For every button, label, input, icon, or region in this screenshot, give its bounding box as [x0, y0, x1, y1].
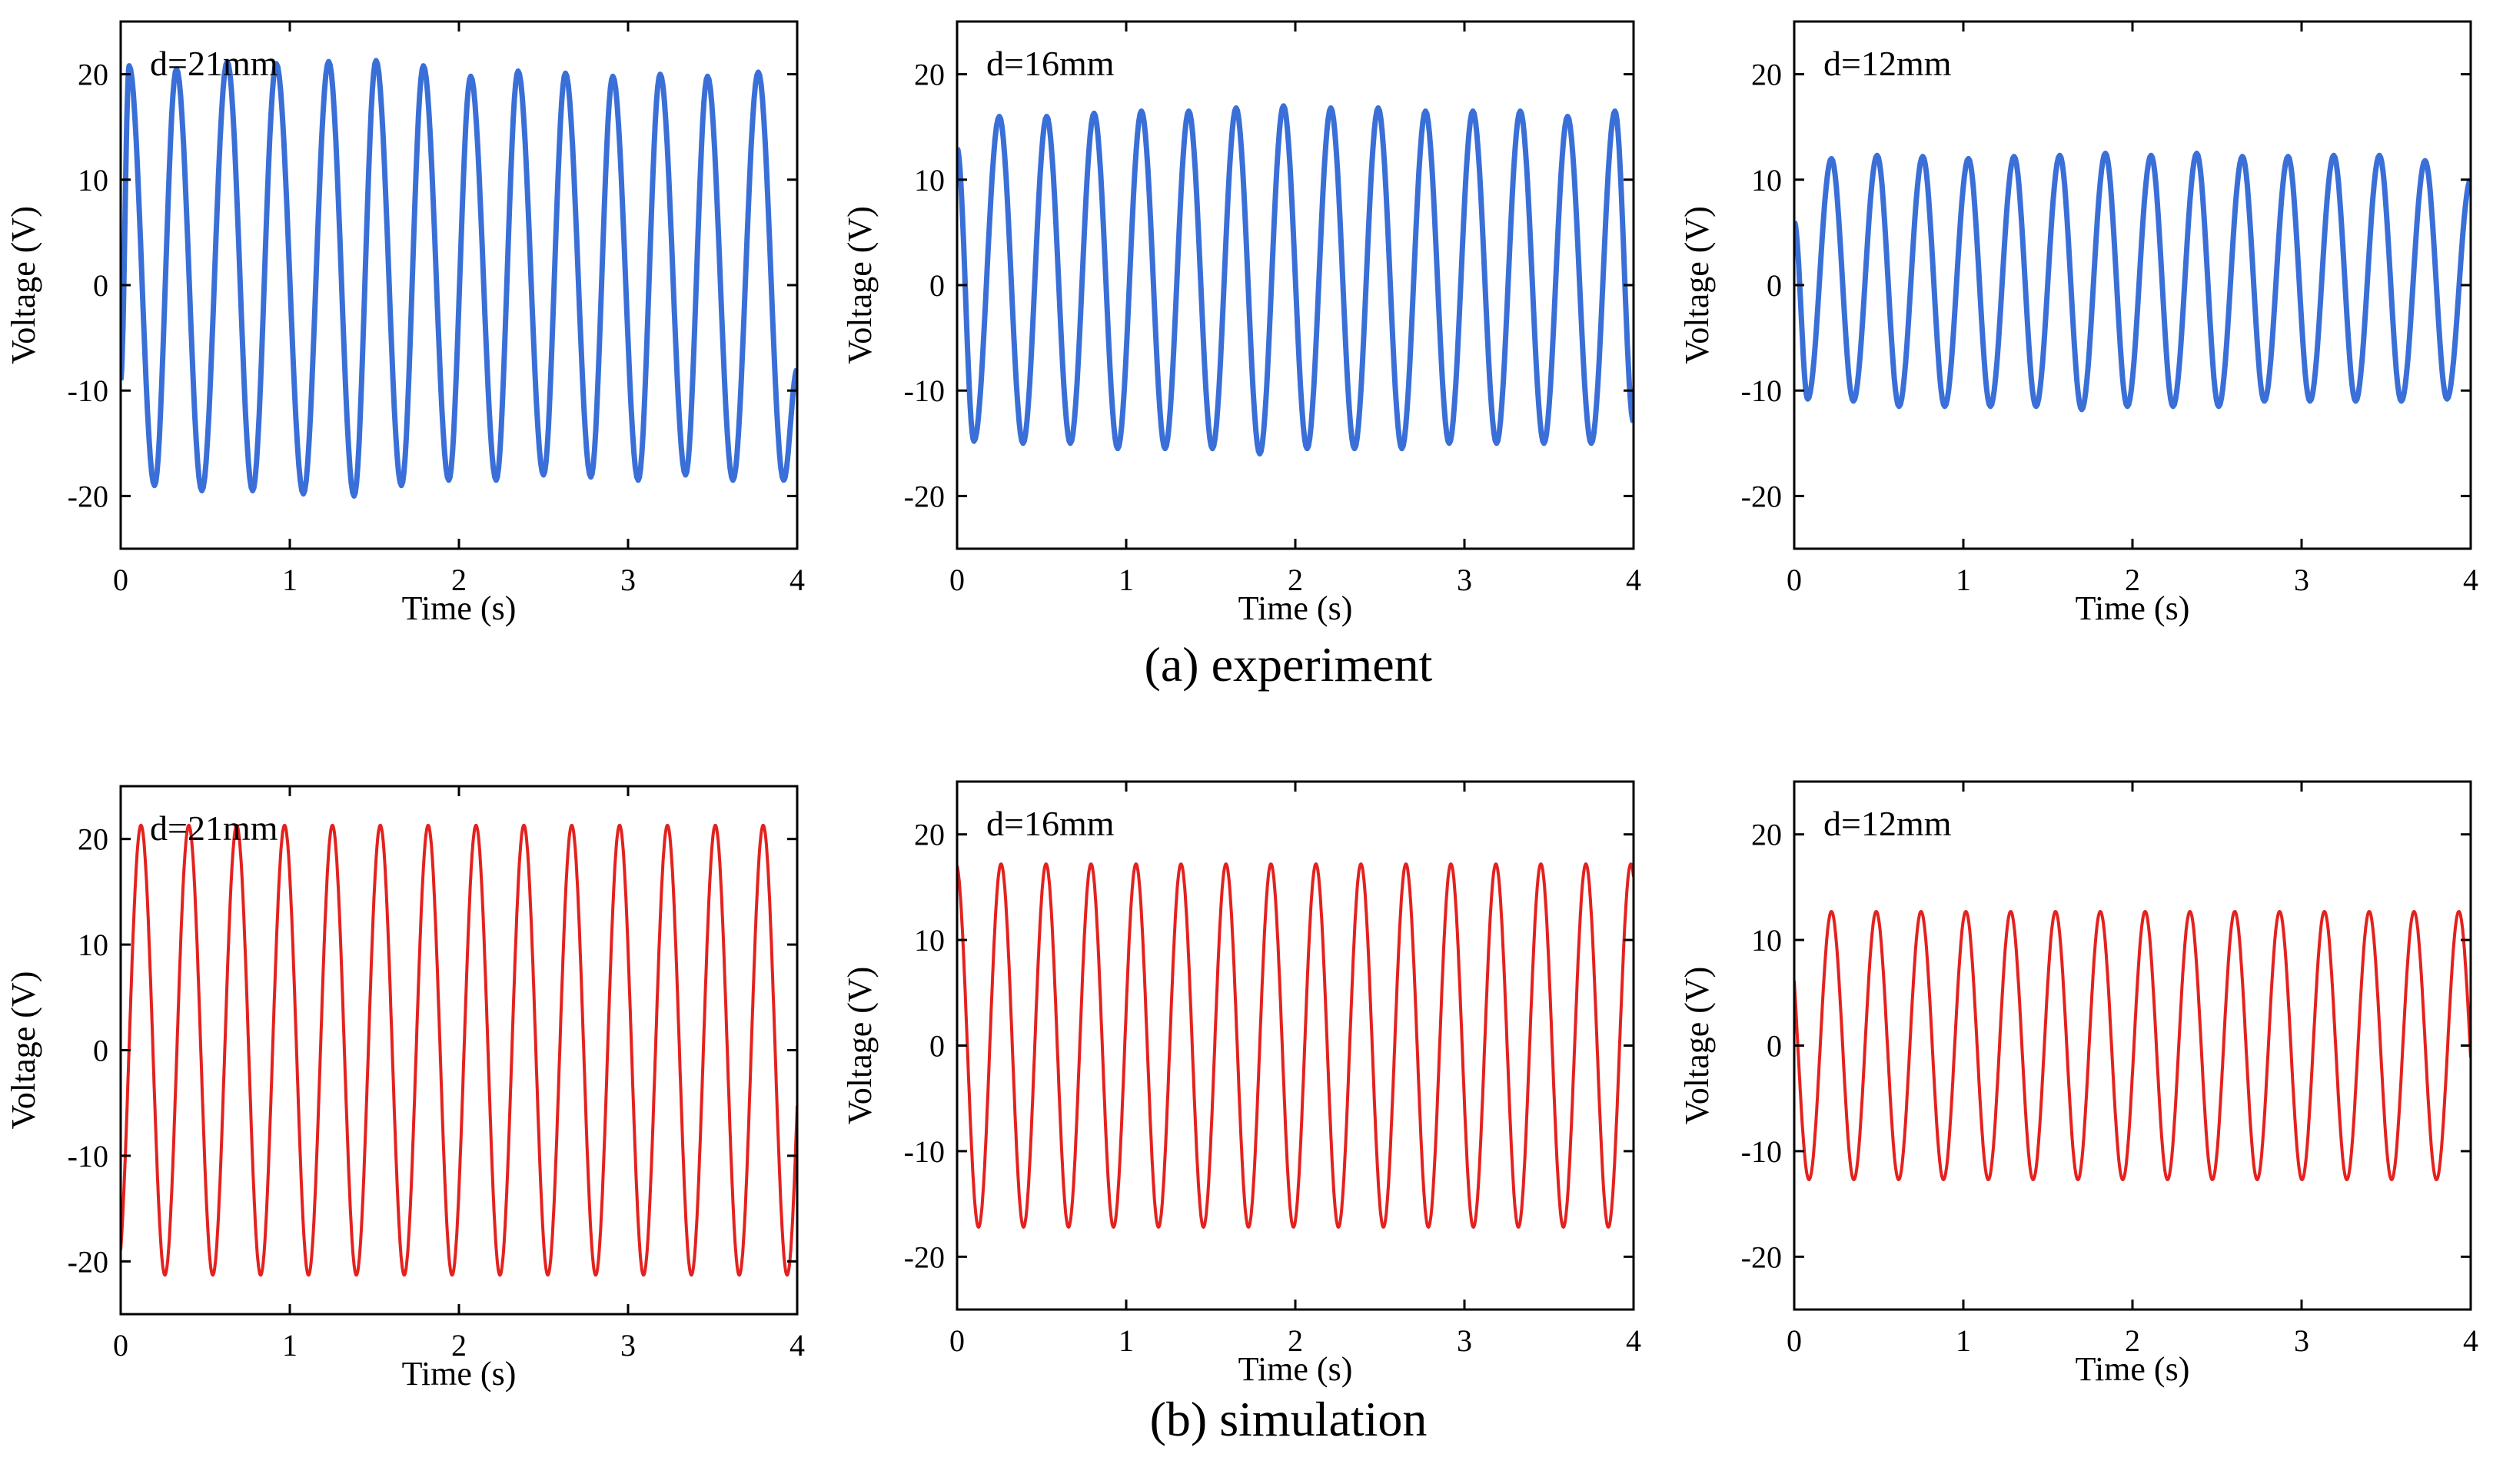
y-tick-label: 0 — [1767, 268, 1782, 303]
chart-panel-2: -20 -10 0 10 20 0 1 2 3 4 Time (s) Voltage (V) d=16m… — [841, 20, 1641, 627]
y-tick-label: 10 — [78, 928, 108, 962]
y-tick-label: -20 — [68, 1244, 108, 1279]
x-tick-label: 1 — [1119, 1323, 1134, 1358]
x-tick-label: 3 — [620, 1328, 636, 1363]
y-tick-label: 10 — [1751, 923, 1782, 958]
chart-panel-4: -20 -10 0 10 20 0 1 2 3 4 Time (s) Voltage (V) d=21m… — [5, 785, 805, 1393]
chart-panel-6: -20 -10 0 10 20 0 1 2 3 4 Time (s) Voltage (V) d=12m… — [1678, 780, 2478, 1388]
x-tick-label: 3 — [2294, 1323, 2309, 1358]
y-axis-title: Voltage (V) — [841, 206, 879, 364]
distance-annotation: d=16mm — [986, 804, 1115, 843]
x-tick-label: 1 — [1119, 563, 1134, 597]
y-axis-title: Voltage (V) — [1678, 206, 1716, 364]
x-tick-label: 3 — [2294, 563, 2309, 597]
x-tick-label: 3 — [620, 563, 636, 597]
y-tick-label: 0 — [929, 1029, 945, 1064]
y-tick-label: 0 — [93, 1034, 108, 1068]
x-axis-title: Time (s) — [402, 1355, 517, 1393]
y-tick-label: -20 — [1741, 479, 1782, 513]
series-line-experiment — [957, 103, 1634, 456]
y-tick-label: 10 — [1751, 163, 1782, 198]
x-axis-title: Time (s) — [2076, 589, 2190, 627]
distance-annotation: d=21mm — [150, 44, 278, 83]
chart-panel-3: -20 -10 0 10 20 0 1 2 3 4 Time (s) Voltage (V) d=12m… — [1678, 20, 2478, 627]
y-axis-title: Voltage (V) — [1678, 967, 1716, 1125]
x-tick-label: 0 — [949, 1323, 965, 1358]
y-tick-label: -10 — [1741, 1134, 1782, 1169]
distance-annotation: d=16mm — [986, 44, 1115, 83]
y-tick-label: -20 — [1741, 1240, 1782, 1274]
y-tick-label: -20 — [904, 1240, 945, 1274]
y-tick-label: 0 — [1767, 1029, 1782, 1064]
x-tick-label: 1 — [1956, 563, 1971, 597]
caption-simulation: (b) simulation — [1150, 1392, 1428, 1446]
y-tick-label: 20 — [914, 58, 945, 92]
y-tick-label: 20 — [1751, 58, 1782, 92]
x-axis-title: Time (s) — [1238, 589, 1353, 627]
x-tick-label: 2 — [451, 1328, 467, 1363]
y-tick-label: 0 — [93, 268, 108, 303]
x-tick-label: 4 — [1626, 1323, 1641, 1358]
x-tick-label: 4 — [789, 1328, 805, 1363]
x-tick-label: 0 — [949, 563, 965, 597]
y-axis-title: Voltage (V) — [5, 971, 42, 1130]
series-line-experiment — [121, 58, 797, 499]
x-tick-label: 0 — [113, 1328, 128, 1363]
x-tick-label: 3 — [1457, 563, 1472, 597]
y-tick-label: 10 — [78, 163, 108, 198]
y-axis-title: Voltage (V) — [841, 967, 879, 1125]
x-tick-label: 1 — [282, 1328, 297, 1363]
y-tick-label: -10 — [904, 1134, 945, 1169]
y-tick-label: 0 — [929, 268, 945, 303]
series-line-simulation — [957, 862, 1634, 1229]
x-tick-label: 4 — [789, 563, 805, 597]
x-tick-label: 0 — [113, 563, 128, 597]
distance-annotation: d=12mm — [1823, 804, 1952, 843]
x-tick-label: 1 — [1956, 1323, 1971, 1358]
x-axis-title: Time (s) — [402, 589, 517, 627]
y-tick-label: -10 — [1741, 373, 1782, 408]
x-tick-label: 2 — [1288, 1323, 1303, 1358]
y-tick-label: 10 — [914, 923, 945, 958]
y-tick-label: 20 — [1751, 818, 1782, 852]
x-tick-label: 4 — [2463, 1323, 2478, 1358]
x-tick-label: 4 — [1626, 563, 1641, 597]
y-tick-label: 20 — [914, 818, 945, 852]
x-tick-label: 1 — [282, 563, 297, 597]
series-line-simulation — [121, 823, 797, 1277]
x-axis-title: Time (s) — [2076, 1350, 2190, 1388]
chart-panel-5: -20 -10 0 10 20 0 1 2 3 4 Time (s) Voltage (V) d=16m… — [841, 780, 1641, 1388]
y-tick-label: 10 — [914, 163, 945, 198]
x-tick-label: 0 — [1787, 563, 1802, 597]
y-tick-label: -20 — [68, 479, 108, 513]
distance-annotation: d=21mm — [150, 808, 278, 848]
x-tick-label: 2 — [1288, 563, 1303, 597]
y-tick-label: -20 — [904, 479, 945, 513]
chart-panel-1: -20 -10 0 10 20 0 1 2 3 4 Time (s) Voltage (V) d=21m… — [5, 20, 805, 627]
y-tick-label: -10 — [68, 1139, 108, 1174]
caption-experiment: (a) experiment — [1145, 637, 1433, 692]
x-tick-label: 2 — [2125, 1323, 2140, 1358]
x-tick-label: 4 — [2463, 563, 2478, 597]
x-tick-label: 2 — [451, 563, 467, 597]
y-axis-title: Voltage (V) — [5, 206, 42, 364]
x-axis-title: Time (s) — [1238, 1350, 1353, 1388]
series-line-experiment — [1794, 151, 2471, 413]
y-tick-label: 20 — [78, 822, 108, 857]
x-tick-label: 3 — [1457, 1323, 1472, 1358]
y-tick-label: 20 — [78, 58, 108, 92]
distance-annotation: d=12mm — [1823, 44, 1952, 83]
x-tick-label: 2 — [2125, 563, 2140, 597]
y-tick-label: -10 — [904, 373, 945, 408]
series-line-simulation — [1794, 910, 2471, 1181]
x-tick-label: 0 — [1787, 1323, 1802, 1358]
y-tick-label: -10 — [68, 373, 108, 408]
